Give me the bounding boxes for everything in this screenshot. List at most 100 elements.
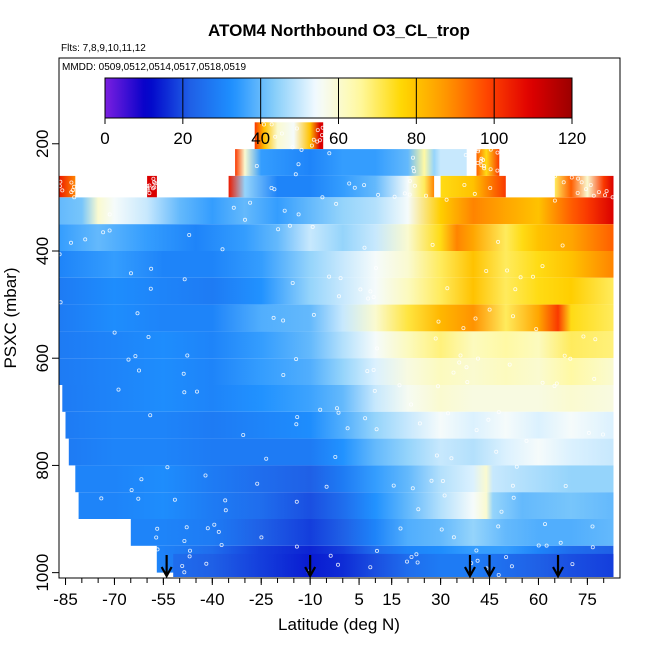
heatmap-band (130, 519, 614, 546)
sample-point (416, 507, 421, 512)
heatmap-band (75, 465, 614, 493)
sample-point (496, 573, 501, 578)
sample-point (272, 187, 277, 192)
sample-point (410, 486, 415, 491)
sample-point (590, 545, 595, 550)
plot-frame (58, 57, 621, 579)
heatmap-band (59, 358, 614, 385)
sample-point (374, 427, 379, 432)
sample-point (592, 376, 597, 381)
sample-point (116, 387, 121, 392)
sample-point (269, 122, 274, 127)
sample-point (374, 548, 379, 553)
sample-point (182, 277, 187, 282)
sample-point (273, 134, 278, 139)
sample-point (165, 465, 170, 470)
colorbar-tick-label: 20 (173, 129, 192, 148)
sample-point (362, 183, 367, 188)
flight-arrow-head (552, 566, 564, 579)
flight-marker-arrows (160, 555, 564, 579)
sample-point (465, 380, 470, 385)
sample-point (540, 380, 545, 385)
sample-point (336, 410, 341, 415)
sample-point (563, 483, 568, 488)
sample-point (172, 497, 177, 502)
y-tick-label: 200 (33, 130, 52, 158)
sample-point (552, 198, 557, 203)
sample-point (449, 456, 454, 461)
sample-point (407, 178, 412, 183)
heatmap-band (228, 175, 435, 198)
sample-point (72, 184, 77, 189)
sample-point (429, 478, 434, 483)
sample-point (475, 149, 480, 154)
sample-point (554, 381, 559, 386)
sample-point (317, 138, 322, 143)
sample-point (482, 164, 487, 169)
heatmap-band (440, 175, 506, 198)
sample-point (155, 526, 160, 531)
sample-point (315, 128, 320, 133)
sample-point (57, 252, 62, 257)
sample-point (543, 522, 548, 527)
sample-point (324, 484, 329, 489)
sample-point (135, 311, 140, 316)
heatmap-band (59, 304, 614, 332)
x-tick-label: 5 (354, 590, 363, 609)
sample-point (149, 266, 154, 271)
x-axis-label: Latitude (deg N) (278, 615, 400, 634)
sample-point (276, 227, 281, 232)
sample-point (133, 354, 138, 359)
sample-point (601, 432, 606, 437)
sample-point (259, 535, 264, 540)
sample-point (570, 562, 575, 567)
sample-point (544, 543, 549, 548)
sample-point (579, 180, 584, 185)
sample-point (336, 294, 341, 299)
sample-point (187, 548, 192, 553)
colorbar: 0 20 40 60 80 100 120 (100, 77, 586, 148)
sample-point (590, 524, 595, 529)
x-tick-label: 60 (529, 590, 548, 609)
sample-point (203, 473, 208, 478)
sample-point (510, 314, 515, 319)
x-tick-label: 30 (431, 590, 450, 609)
sample-point (561, 180, 566, 185)
sample-point (474, 548, 479, 553)
heatmap-band (254, 122, 324, 150)
sample-point (99, 496, 104, 501)
sample-point (290, 145, 295, 150)
heatmap-band (554, 175, 614, 198)
dates-label: MMDD: 0509,0512,0514,0517,0518,0519 (62, 62, 246, 73)
sample-point (318, 407, 323, 412)
sample-point (412, 169, 417, 174)
sample-point (415, 560, 420, 565)
sample-points (57, 122, 615, 578)
sample-point (486, 417, 491, 422)
sample-point (588, 182, 593, 187)
sample-point (261, 122, 266, 127)
sample-point (463, 152, 468, 157)
sample-point (482, 166, 487, 171)
sample-point (101, 230, 106, 235)
sample-point (345, 426, 350, 431)
heatmap-band (68, 438, 614, 466)
y-axis: 200 400 600 800 1000 (33, 130, 59, 592)
sample-point (139, 477, 144, 482)
heatmap-band (476, 149, 500, 176)
heatmap-band (59, 197, 614, 225)
sample-point (319, 133, 324, 138)
sample-point (371, 295, 376, 300)
x-axis: -85 -70 -55 -40 -25 -10 5 15 30 45 60 75 (53, 578, 605, 609)
sample-point (181, 371, 186, 376)
x-tick-label: -70 (102, 590, 127, 609)
sample-point (281, 372, 286, 377)
sample-point (107, 212, 112, 217)
sample-point (136, 368, 141, 373)
sample-point (510, 483, 515, 488)
sample-point (417, 421, 422, 426)
x-tick-label: 75 (578, 590, 597, 609)
sample-point (553, 174, 558, 179)
sample-point (248, 200, 253, 205)
sample-point (371, 367, 376, 372)
